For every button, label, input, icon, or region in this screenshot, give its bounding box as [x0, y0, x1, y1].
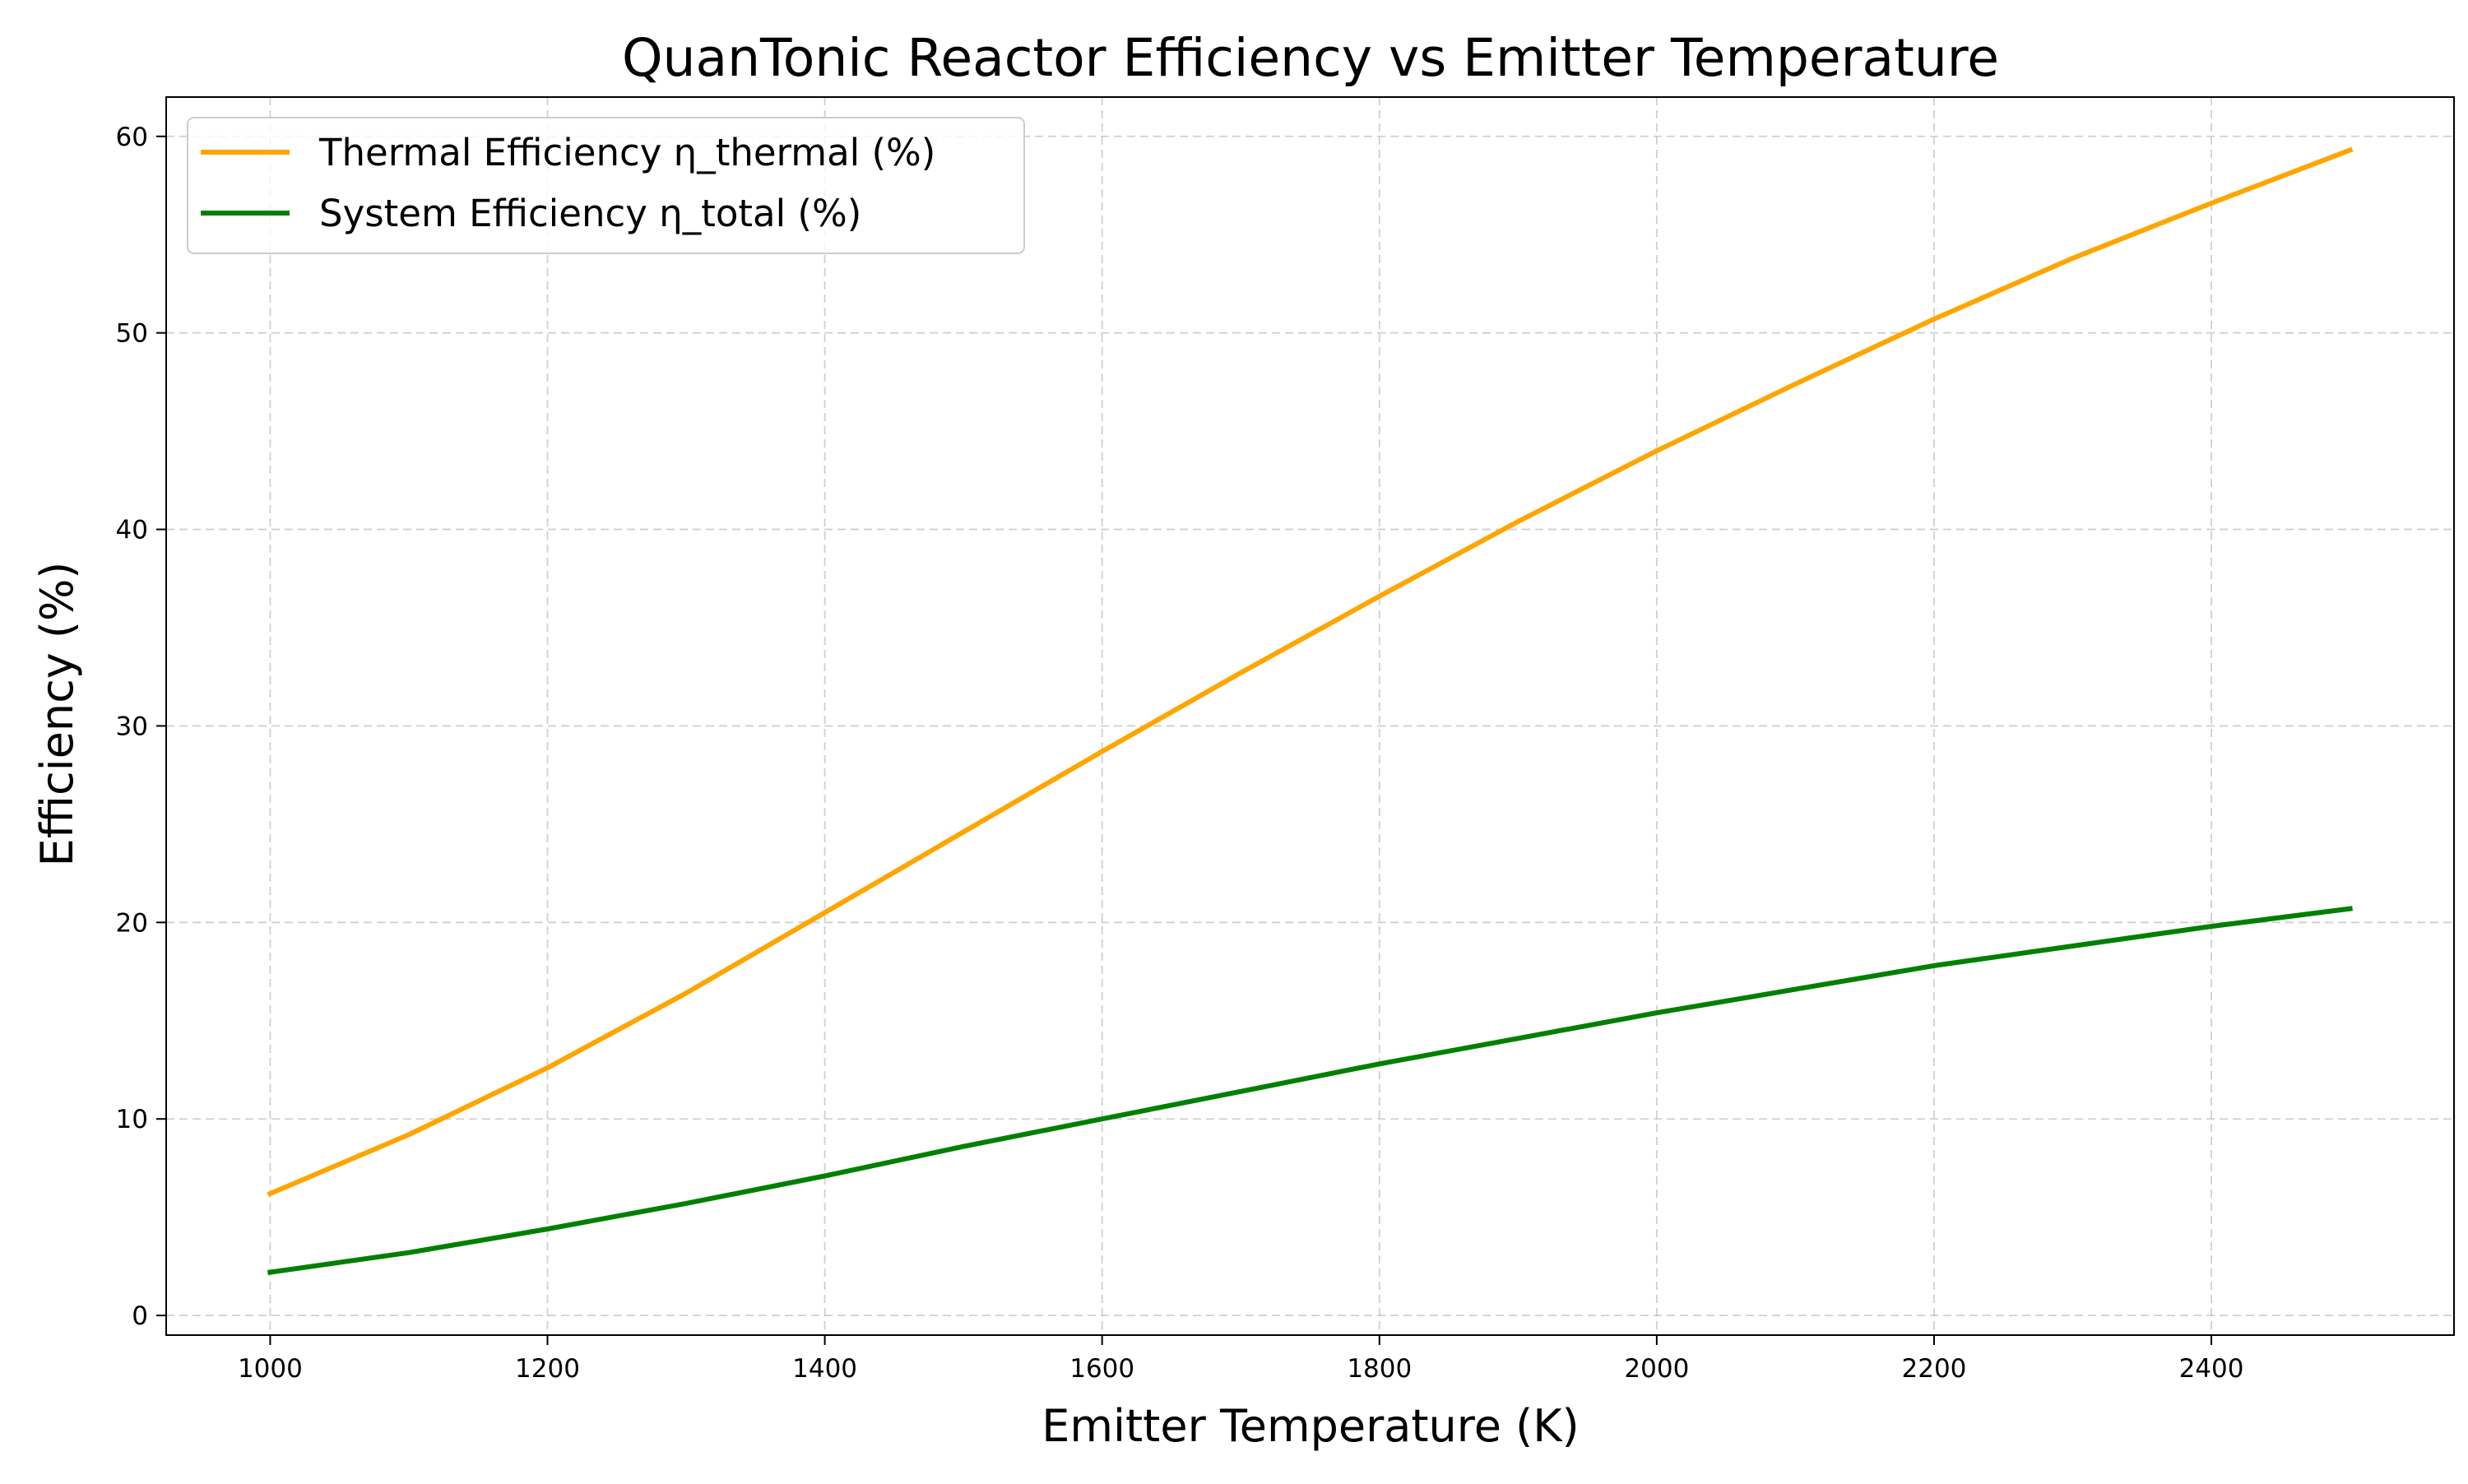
y-tick-label: 0	[132, 1301, 148, 1331]
legend-box	[187, 117, 1025, 254]
x-axis-title: Emitter Temperature (K)	[1041, 1400, 1579, 1452]
x-tick-label: 2400	[2179, 1354, 2244, 1384]
y-tick-label: 20	[116, 908, 148, 938]
series-line-1	[267, 146, 2354, 1197]
y-tick-label: 10	[116, 1105, 148, 1134]
x-tick-label: 1000	[238, 1354, 303, 1384]
x-tick-label: 1800	[1347, 1354, 1412, 1384]
grid	[166, 97, 2454, 1335]
legend: Thermal Efficiency η_thermal (%) System E…	[187, 117, 1025, 254]
y-tick-label: 60	[116, 123, 148, 152]
x-tick-label: 1600	[1069, 1354, 1134, 1384]
x-tick-label: 2200	[1902, 1354, 1967, 1384]
x-tick-label: 2000	[1624, 1354, 1689, 1384]
x-tick-label: 1200	[515, 1354, 580, 1384]
y-tick-label: 50	[116, 319, 148, 349]
chart-title: QuanTonic Reactor Efficiency vs Emitter …	[622, 28, 1999, 88]
axis-ticks: 1000 1200 1400 1600 1800 2000 2200 2400 0 10 20 30 4…	[116, 123, 2244, 1384]
y-tick-label: 30	[116, 712, 148, 741]
y-axis-title: Efficiency (%)	[31, 562, 83, 867]
x-tick-label: 1400	[792, 1354, 857, 1384]
legend-label: Thermal Efficiency η_thermal (%)	[318, 131, 935, 174]
series-lines	[267, 146, 2354, 1275]
legend-label: System Efficiency η_total (%)	[319, 192, 861, 235]
plot-area-frame	[165, 96, 2455, 1336]
y-tick-label: 40	[116, 516, 148, 545]
series-line-2	[267, 906, 2353, 1275]
